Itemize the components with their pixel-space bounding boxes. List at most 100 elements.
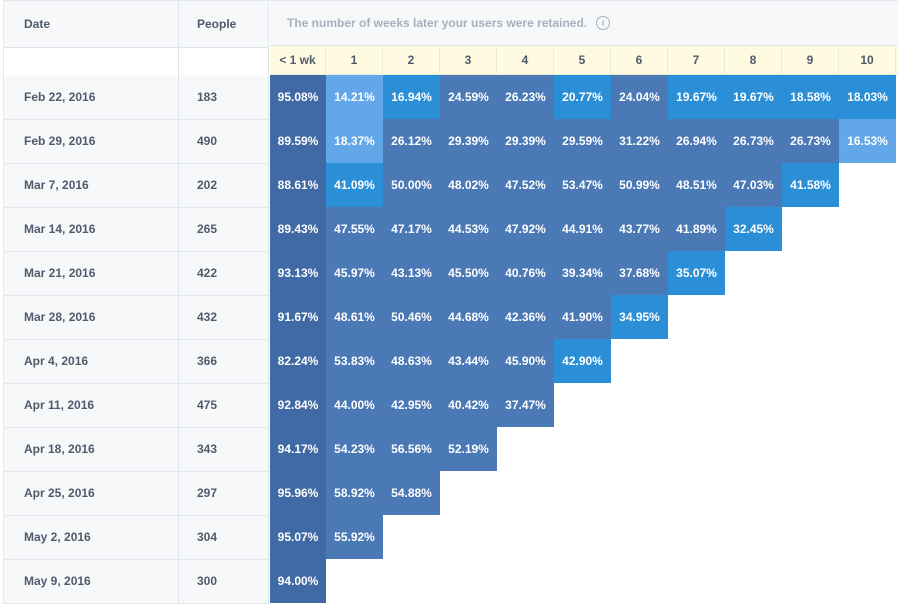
retention-cell[interactable]: 42.90% xyxy=(554,339,611,383)
retention-cell[interactable]: 93.13% xyxy=(270,251,326,295)
cohort-row[interactable]: Apr 18, 2016 343 xyxy=(3,428,269,472)
week-header-2[interactable]: 2 xyxy=(383,46,440,74)
week-header-3[interactable]: 3 xyxy=(440,46,497,74)
cohort-row[interactable]: Mar 7, 2016 202 xyxy=(3,164,269,208)
retention-cell[interactable]: 42.95% xyxy=(383,383,440,427)
people-column-header[interactable]: People xyxy=(179,1,269,47)
retention-cell[interactable]: 82.24% xyxy=(270,339,326,383)
retention-cell[interactable]: 95.96% xyxy=(270,471,326,515)
retention-cell[interactable]: 92.84% xyxy=(270,383,326,427)
cohort-row[interactable]: Mar 21, 2016 422 xyxy=(3,252,269,296)
retention-cell[interactable]: 43.77% xyxy=(611,207,668,251)
retention-cell[interactable]: 18.58% xyxy=(782,75,839,119)
retention-cell[interactable]: 32.45% xyxy=(725,207,782,251)
cohort-row[interactable]: Feb 22, 2016 183 xyxy=(3,76,269,120)
retention-cell[interactable]: 54.23% xyxy=(326,427,383,471)
retention-cell[interactable]: 50.00% xyxy=(383,163,440,207)
week-header-5[interactable]: 5 xyxy=(554,46,611,74)
retention-cell[interactable]: 47.55% xyxy=(326,207,383,251)
retention-cell[interactable]: 26.23% xyxy=(497,75,554,119)
retention-cell[interactable]: 50.46% xyxy=(383,295,440,339)
retention-cell[interactable]: 19.67% xyxy=(668,75,725,119)
cohort-row[interactable]: Feb 29, 2016 490 xyxy=(3,120,269,164)
retention-cell[interactable]: 20.77% xyxy=(554,75,611,119)
retention-cell[interactable]: 24.04% xyxy=(611,75,668,119)
retention-cell[interactable]: 52.19% xyxy=(440,427,497,471)
retention-cell[interactable]: 48.02% xyxy=(440,163,497,207)
week-header-9[interactable]: 9 xyxy=(782,46,839,74)
retention-cell[interactable]: 31.22% xyxy=(611,119,668,163)
retention-cell[interactable]: 48.61% xyxy=(326,295,383,339)
retention-cell[interactable]: 37.68% xyxy=(611,251,668,295)
retention-cell[interactable]: 44.68% xyxy=(440,295,497,339)
retention-cell[interactable]: 35.07% xyxy=(668,251,725,295)
retention-cell[interactable]: 47.17% xyxy=(383,207,440,251)
retention-cell[interactable]: 39.34% xyxy=(554,251,611,295)
week-header-0[interactable]: < 1 wk xyxy=(270,46,326,74)
retention-cell[interactable]: 88.61% xyxy=(270,163,326,207)
retention-cell[interactable]: 89.59% xyxy=(270,119,326,163)
retention-cell[interactable]: 45.50% xyxy=(440,251,497,295)
cohort-row[interactable]: Apr 25, 2016 297 xyxy=(3,472,269,516)
retention-cell[interactable]: 56.56% xyxy=(383,427,440,471)
retention-cell[interactable]: 48.63% xyxy=(383,339,440,383)
retention-cell[interactable]: 41.09% xyxy=(326,163,383,207)
retention-cell[interactable]: 43.13% xyxy=(383,251,440,295)
cohort-row[interactable]: Apr 11, 2016 475 xyxy=(3,384,269,428)
week-header-4[interactable]: 4 xyxy=(497,46,554,74)
retention-cell[interactable]: 50.99% xyxy=(611,163,668,207)
info-icon[interactable]: i xyxy=(596,16,611,30)
retention-cell[interactable]: 47.92% xyxy=(497,207,554,251)
retention-cell[interactable]: 47.52% xyxy=(497,163,554,207)
cohort-row[interactable]: May 9, 2016 300 xyxy=(3,560,269,604)
retention-cell[interactable]: 94.00% xyxy=(270,559,326,603)
week-header-1[interactable]: 1 xyxy=(326,46,383,74)
retention-cell[interactable]: 91.67% xyxy=(270,295,326,339)
retention-cell[interactable]: 45.90% xyxy=(497,339,554,383)
retention-cell[interactable]: 26.12% xyxy=(383,119,440,163)
retention-cell[interactable]: 53.47% xyxy=(554,163,611,207)
retention-cell[interactable]: 29.39% xyxy=(497,119,554,163)
retention-cell[interactable]: 29.39% xyxy=(440,119,497,163)
retention-cell[interactable]: 53.83% xyxy=(326,339,383,383)
retention-cell[interactable]: 95.07% xyxy=(270,515,326,559)
retention-cell[interactable]: 95.08% xyxy=(270,75,326,119)
retention-cell[interactable]: 41.89% xyxy=(668,207,725,251)
retention-cell[interactable]: 94.17% xyxy=(270,427,326,471)
retention-cell[interactable]: 47.03% xyxy=(725,163,782,207)
retention-cell[interactable]: 40.76% xyxy=(497,251,554,295)
week-header-10[interactable]: 10 xyxy=(839,46,896,74)
retention-cell[interactable]: 34.95% xyxy=(611,295,668,339)
retention-cell[interactable]: 58.92% xyxy=(326,471,383,515)
week-header-7[interactable]: 7 xyxy=(668,46,725,74)
cohort-row[interactable]: Mar 14, 2016 265 xyxy=(3,208,269,252)
retention-cell[interactable]: 41.58% xyxy=(782,163,839,207)
retention-cell[interactable]: 26.73% xyxy=(725,119,782,163)
retention-cell[interactable]: 24.59% xyxy=(440,75,497,119)
retention-cell[interactable]: 19.67% xyxy=(725,75,782,119)
retention-cell[interactable]: 41.90% xyxy=(554,295,611,339)
retention-cell[interactable]: 26.73% xyxy=(782,119,839,163)
retention-cell[interactable]: 16.53% xyxy=(839,119,896,163)
retention-cell[interactable]: 14.21% xyxy=(326,75,383,119)
week-header-6[interactable]: 6 xyxy=(611,46,668,74)
retention-cell[interactable]: 43.44% xyxy=(440,339,497,383)
cohort-row[interactable]: Apr 4, 2016 366 xyxy=(3,340,269,384)
retention-cell[interactable]: 18.03% xyxy=(839,75,896,119)
week-header-8[interactable]: 8 xyxy=(725,46,782,74)
retention-cell[interactable]: 18.37% xyxy=(326,119,383,163)
cohort-row[interactable]: Mar 28, 2016 432 xyxy=(3,296,269,340)
retention-cell[interactable]: 42.36% xyxy=(497,295,554,339)
retention-cell[interactable]: 44.00% xyxy=(326,383,383,427)
retention-cell[interactable]: 29.59% xyxy=(554,119,611,163)
retention-cell[interactable]: 40.42% xyxy=(440,383,497,427)
retention-cell[interactable]: 26.94% xyxy=(668,119,725,163)
retention-cell[interactable]: 37.47% xyxy=(497,383,554,427)
retention-cell[interactable]: 45.97% xyxy=(326,251,383,295)
retention-cell[interactable]: 89.43% xyxy=(270,207,326,251)
date-column-header[interactable]: Date xyxy=(3,1,179,47)
retention-cell[interactable]: 48.51% xyxy=(668,163,725,207)
retention-cell[interactable]: 44.91% xyxy=(554,207,611,251)
retention-cell[interactable]: 44.53% xyxy=(440,207,497,251)
retention-cell[interactable]: 16.94% xyxy=(383,75,440,119)
